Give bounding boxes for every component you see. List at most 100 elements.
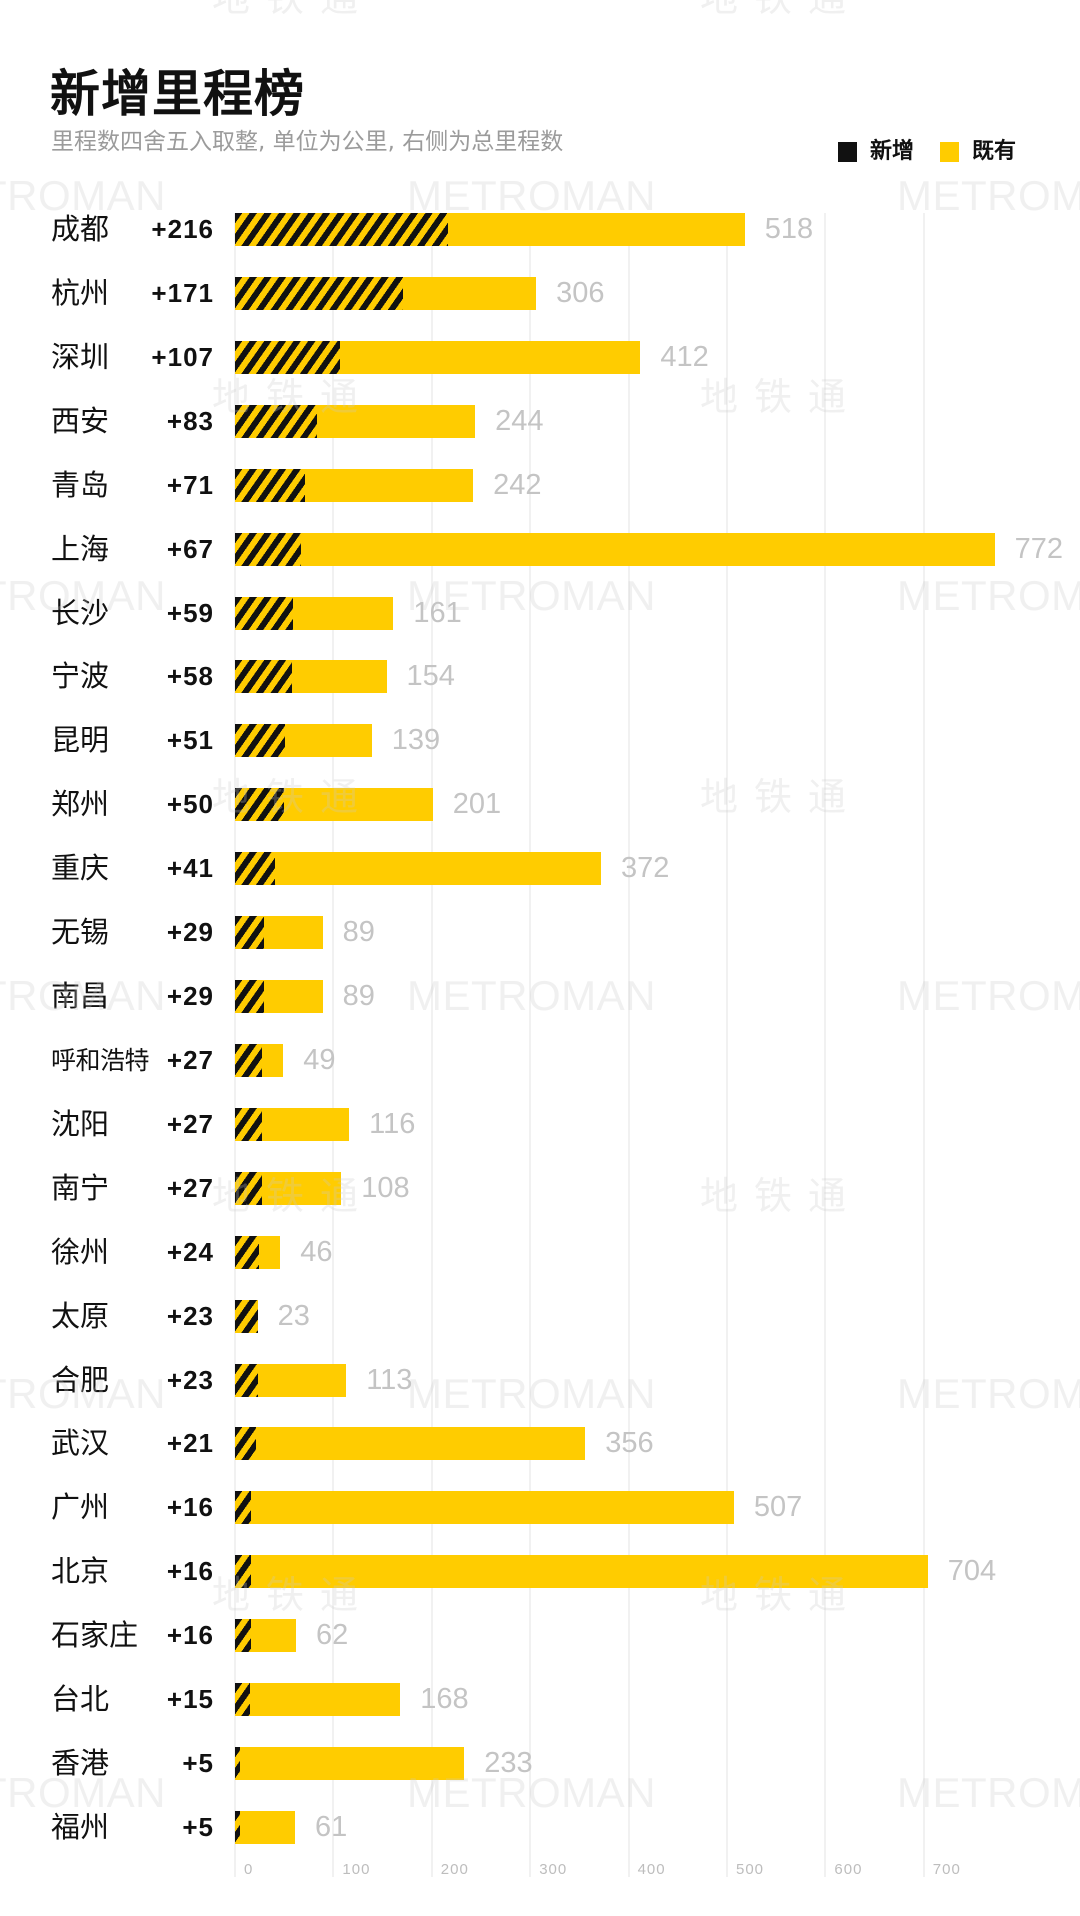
total-mileage-label: 306 (556, 276, 605, 309)
city-label: 无锡 (51, 915, 110, 950)
new-segment-bar (235, 1235, 259, 1269)
total-mileage-label: 244 (495, 404, 544, 437)
new-mileage-label: +21 (166, 1428, 214, 1459)
chart-row: 合肥 +23 113 (0, 1362, 1080, 1397)
new-mileage-label: +171 (151, 277, 214, 308)
new-segment-bar (235, 660, 293, 694)
total-bar (235, 340, 641, 374)
gridline (627, 213, 630, 1877)
new-segment-bar (235, 724, 286, 758)
total-bar (235, 724, 372, 758)
city-label: 台北 (51, 1682, 110, 1717)
total-mileage-label: 116 (369, 1107, 416, 1140)
total-mileage-label: 161 (413, 596, 462, 629)
total-mileage-label: 412 (660, 340, 709, 373)
gridline (726, 213, 728, 1877)
total-bar (235, 213, 745, 246)
city-label: 石家庄 (51, 1618, 139, 1653)
new-segment-bar (235, 1363, 258, 1397)
city-label: 沈阳 (51, 1106, 110, 1141)
new-mileage-label: +71 (166, 469, 214, 500)
gridline (430, 213, 433, 1877)
new-mileage-label: +67 (166, 533, 214, 564)
total-bar (235, 596, 394, 630)
total-mileage-label: 49 (303, 1043, 336, 1076)
gridline (824, 213, 827, 1877)
total-bar (235, 1555, 928, 1589)
new-segment-bar (235, 1747, 240, 1781)
city-label: 合肥 (51, 1362, 110, 1397)
x-tick-label: 100 (342, 1861, 371, 1878)
x-tick-label: 500 (736, 1861, 765, 1878)
total-bar (235, 1427, 586, 1461)
new-segment-bar (235, 1619, 251, 1653)
total-bar (235, 468, 474, 502)
total-mileage-label: 372 (621, 852, 670, 885)
new-segment-bar (235, 340, 341, 374)
new-mileage-label: +107 (151, 341, 214, 372)
chart-row: 石家庄 +16 62 (0, 1618, 1080, 1653)
total-bar (235, 404, 476, 438)
total-mileage-label: 242 (493, 468, 542, 501)
legend-swatch-new (838, 142, 857, 162)
new-segment-bar (235, 1427, 256, 1461)
chart-row: 郑州 +50 201 (0, 787, 1080, 822)
chart-row: 徐州 +24 46 (0, 1234, 1080, 1269)
chart-row: 宁波 +58 154 (0, 660, 1080, 694)
city-label: 西安 (51, 403, 110, 438)
new-segment-bar (235, 532, 301, 566)
total-mileage-label: 201 (452, 788, 502, 821)
chart-row: 广州 +16 507 (0, 1490, 1080, 1525)
city-label: 杭州 (51, 275, 110, 310)
legend-label-new: 新增 (870, 139, 915, 164)
chart-row: 上海 +67 772 (0, 531, 1080, 566)
chart-row: 青岛 +71 242 (0, 467, 1080, 502)
new-mileage-label: +50 (166, 789, 214, 820)
total-bar (235, 532, 995, 566)
chart-row: 无锡 +29 89 (0, 915, 1080, 950)
total-bar (235, 1363, 347, 1397)
total-mileage-label: 356 (605, 1427, 654, 1460)
chart-row: 南昌 +29 89 (0, 980, 1080, 1014)
city-label: 广州 (51, 1490, 110, 1525)
new-segment-bar (235, 1811, 240, 1844)
page-subtitle: 里程数四舍五入取整, 单位为公里, 右侧为总里程数 (51, 129, 564, 155)
gridline (922, 213, 925, 1877)
page-title: 新增里程榜 (50, 65, 305, 123)
new-mileage-label: +83 (166, 405, 214, 436)
total-bar (235, 1491, 734, 1525)
chart-row: 台北 +15 168 (0, 1682, 1080, 1717)
city-label: 福州 (51, 1810, 110, 1844)
chart-row: 深圳 +107 412 (0, 340, 1080, 374)
new-segment-bar (235, 404, 317, 438)
new-mileage-label: +24 (166, 1236, 214, 1267)
city-label: 重庆 (51, 851, 110, 886)
gridline (529, 213, 532, 1877)
city-label: 上海 (51, 531, 110, 566)
new-segment-bar (235, 213, 448, 246)
new-mileage-label: +16 (166, 1620, 214, 1651)
city-label: 青岛 (51, 467, 110, 502)
new-segment-bar (235, 468, 305, 502)
new-segment-bar (235, 1555, 251, 1589)
total-bar (235, 788, 433, 822)
city-label: 昆明 (51, 723, 110, 758)
new-mileage-label: +58 (166, 661, 214, 692)
total-mileage-label: 704 (947, 1555, 997, 1588)
total-mileage-label: 61 (315, 1811, 348, 1843)
chart-row: 成都 +216 518 (0, 213, 1080, 246)
new-mileage-label: +23 (166, 1300, 214, 1331)
new-segment-bar (235, 1299, 258, 1333)
total-mileage-label: 507 (753, 1491, 803, 1524)
city-label: 徐州 (51, 1234, 110, 1269)
city-label: 郑州 (51, 787, 110, 822)
total-bar (235, 1747, 465, 1781)
total-bar (235, 1107, 350, 1141)
new-segment-bar (235, 1107, 262, 1141)
total-mileage-label: 89 (342, 916, 375, 949)
total-mileage-label: 113 (366, 1363, 413, 1396)
new-mileage-label: +27 (166, 1108, 214, 1139)
total-bar (235, 1299, 258, 1333)
